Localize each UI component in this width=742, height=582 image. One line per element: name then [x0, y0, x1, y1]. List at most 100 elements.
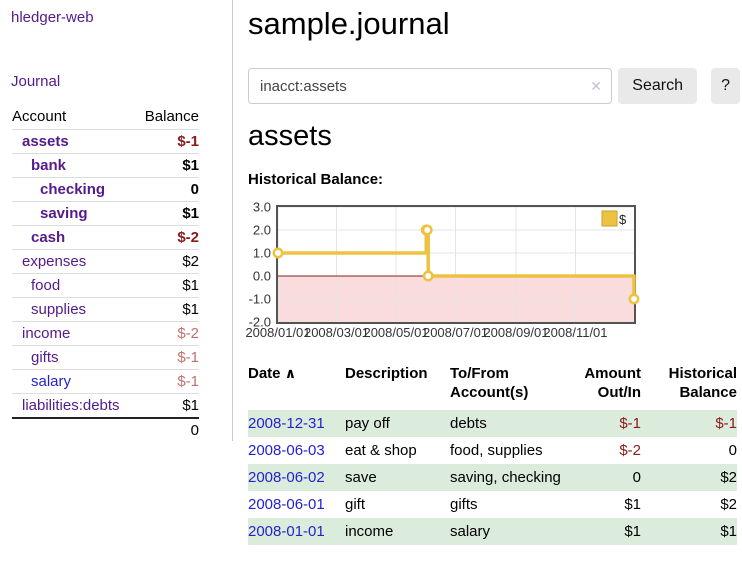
accounts-header-balance: Balance: [144, 108, 199, 125]
transaction-date-link[interactable]: 2008-06-03: [248, 442, 325, 459]
sort-ascending-icon: ∧: [284, 365, 297, 381]
register-balance-cell: $2: [720, 496, 737, 513]
register-row: 2008-06-01 gift gifts $1 $2: [248, 491, 737, 518]
register-date-cell: 2008-01-01: [248, 518, 345, 545]
account-name-cell: supplies: [12, 297, 137, 322]
legend-label: $: [619, 212, 627, 227]
register-balance-cell: $2: [720, 469, 737, 486]
balance-chart[interactable]: $3.0 2.0 1.0 0.0 -1.0 -2.02008/01/012008/03/0…: [244, 200, 648, 342]
register-row: 2008-06-02 save saving, checking 0 $2: [248, 464, 737, 491]
register-date-cell: 2008-06-01: [248, 491, 345, 518]
y-axis-tick-label: -1.0: [249, 292, 271, 307]
accounts-table-body: assets $-1 bank $1 checking 0 saving $1 cash $-2 e…: [12, 129, 199, 418]
register-amount-cell: $-2: [619, 442, 641, 459]
plot-frame: [276, 205, 636, 324]
account-balance-cell: $1: [136, 393, 199, 418]
account-row: supplies $1: [12, 297, 199, 322]
search-input[interactable]: [248, 68, 612, 104]
register-header-balance: Historical Balance: [668, 365, 737, 401]
account-link-salary[interactable]: salary: [31, 373, 72, 390]
account-row: expenses $2: [12, 249, 199, 274]
register-date-cell: 2008-06-03: [248, 437, 345, 464]
account-row: income $-2: [12, 321, 199, 346]
account-row: bank $1: [12, 153, 199, 178]
register-row: 2008-06-03 eat & shop food, supplies $-2 0: [248, 437, 737, 464]
x-axis-tick-label: 2008/11/01: [543, 325, 607, 340]
app-title-link[interactable]: hledger-web: [11, 9, 94, 26]
sidebar: hledger-web Journal Account Balance asse…: [0, 0, 233, 442]
x-axis-tick-label: 2008/03/01: [304, 325, 369, 340]
account-name-cell: bank: [12, 153, 137, 178]
register-amount-cell: $1: [624, 523, 641, 540]
accounts-header-account: Account: [12, 108, 67, 125]
chart-title: Historical Balance:: [248, 171, 384, 188]
account-link-income[interactable]: income: [22, 325, 71, 342]
data-point-marker: [422, 270, 434, 282]
account-name-cell: saving: [12, 201, 137, 226]
account-link-cash[interactable]: cash: [31, 229, 66, 246]
account-heading: assets: [248, 120, 332, 152]
register-date-cell: 2008-06-02: [248, 464, 345, 491]
register-header-amount: Amount Out/In: [584, 365, 641, 401]
account-row: checking 0: [12, 177, 199, 202]
transaction-date-link[interactable]: 2008-12-31: [248, 415, 325, 432]
register-header-date[interactable]: Date ∧: [248, 360, 345, 410]
account-row: saving $1: [12, 201, 199, 226]
account-link-supplies[interactable]: supplies: [31, 301, 87, 318]
register-amount-cell: 0: [632, 469, 641, 486]
register-description-cell: income: [345, 523, 394, 540]
account-name-cell: liabilities:debts: [12, 393, 137, 418]
register-header-tofrom: To/From Account(s): [450, 365, 529, 401]
x-axis-tick-label: 2008/01/01: [245, 325, 310, 340]
register-balance-cell: 0: [728, 442, 737, 459]
account-link-liabilities-debts[interactable]: liabilities:debts: [22, 397, 120, 414]
y-axis-tick-label: 2.0: [253, 223, 271, 238]
y-axis-tick-label: 3.0: [253, 200, 271, 215]
search-input-wrap: ✕: [248, 68, 612, 104]
register-accounts-cell: debts: [450, 415, 487, 432]
register-amount-cell: $1: [624, 496, 641, 513]
register-amount-cell: $-1: [619, 415, 641, 432]
register-accounts-cell: gifts: [450, 496, 478, 513]
account-balance-cell: $1: [136, 297, 199, 322]
account-link-bank[interactable]: bank: [31, 157, 67, 174]
transaction-date-link[interactable]: 2008-06-02: [248, 469, 325, 486]
register-accounts-cell: salary: [450, 523, 491, 540]
account-balance-cell: $-1: [136, 129, 199, 154]
data-point-marker: [421, 224, 433, 236]
account-link-expenses[interactable]: expenses: [22, 253, 87, 270]
account-balance-cell: 0: [136, 177, 199, 202]
account-row: food $1: [12, 273, 199, 298]
account-balance-cell: $1: [136, 273, 199, 298]
accounts-balance-table: Account Balance assets $-1 bank $1 checking 0…: [12, 104, 199, 442]
accounts-total-spacer: [12, 417, 137, 442]
account-row: gifts $-1: [12, 345, 199, 370]
account-name-cell: cash: [12, 225, 137, 250]
register-row: 2008-12-31 pay off debts $-1 $-1: [248, 410, 737, 437]
account-link-food[interactable]: food: [31, 277, 61, 294]
chart-container: $3.0 2.0 1.0 0.0 -1.0 -2.0 2008/01/01 2008/03/0…: [244, 200, 648, 342]
account-balance-cell: $-2: [136, 321, 199, 346]
search-form: ✕ Search ?: [248, 68, 740, 104]
account-link-assets[interactable]: assets: [22, 133, 69, 150]
transaction-date-link[interactable]: 2008-06-01: [248, 496, 325, 513]
sidebar-item-journal[interactable]: Journal: [11, 73, 61, 90]
register-accounts-cell: saving, checking: [450, 469, 561, 486]
account-balance-cell: $1: [136, 201, 199, 226]
account-row: liabilities:debts $1: [12, 393, 199, 418]
account-balance-cell: $-1: [136, 369, 199, 394]
search-button[interactable]: Search: [618, 68, 698, 104]
account-link-gifts[interactable]: gifts: [31, 349, 59, 366]
register-description-cell: gift: [345, 496, 366, 513]
help-button[interactable]: ?: [711, 68, 740, 104]
data-point-marker: [272, 247, 284, 259]
account-name-cell: expenses: [12, 249, 137, 274]
register-balance-cell: $1: [720, 523, 737, 540]
account-name-cell: gifts: [12, 345, 137, 370]
transaction-date-link[interactable]: 2008-01-01: [248, 523, 325, 540]
account-name-cell: checking: [12, 177, 137, 202]
account-link-checking[interactable]: checking: [40, 181, 106, 198]
account-link-saving[interactable]: saving: [40, 205, 88, 222]
account-row: cash $-2: [12, 225, 199, 250]
clear-search-icon[interactable]: ✕: [590, 78, 602, 94]
